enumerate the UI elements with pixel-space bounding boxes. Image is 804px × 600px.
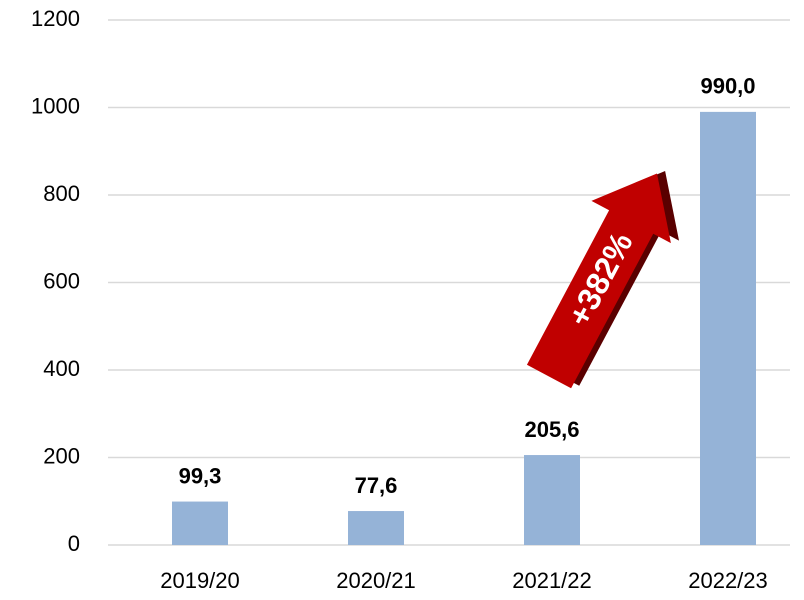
- x-tick-label: 2021/22: [512, 568, 592, 593]
- bar: [524, 455, 580, 545]
- x-tick-label: 2022/23: [688, 568, 768, 593]
- value-label: 99,3: [179, 463, 222, 488]
- y-tick-label: 1000: [31, 93, 80, 118]
- bar: [348, 511, 404, 545]
- bar: [172, 501, 228, 545]
- growth-arrow: +382%: [526, 170, 680, 389]
- y-tick-label: 0: [68, 531, 80, 556]
- y-tick-label: 1200: [31, 6, 80, 31]
- y-tick-label: 400: [43, 356, 80, 381]
- y-tick-label: 800: [43, 181, 80, 206]
- y-tick-label: 200: [43, 443, 80, 468]
- value-label: 205,6: [524, 417, 579, 442]
- value-label: 990,0: [700, 74, 755, 99]
- x-tick-label: 2020/21: [336, 568, 416, 593]
- value-label: 77,6: [355, 473, 398, 498]
- bar: [700, 111, 756, 545]
- y-tick-label: 600: [43, 268, 80, 293]
- x-tick-label: 2019/20: [160, 568, 240, 593]
- arrow: [526, 173, 671, 389]
